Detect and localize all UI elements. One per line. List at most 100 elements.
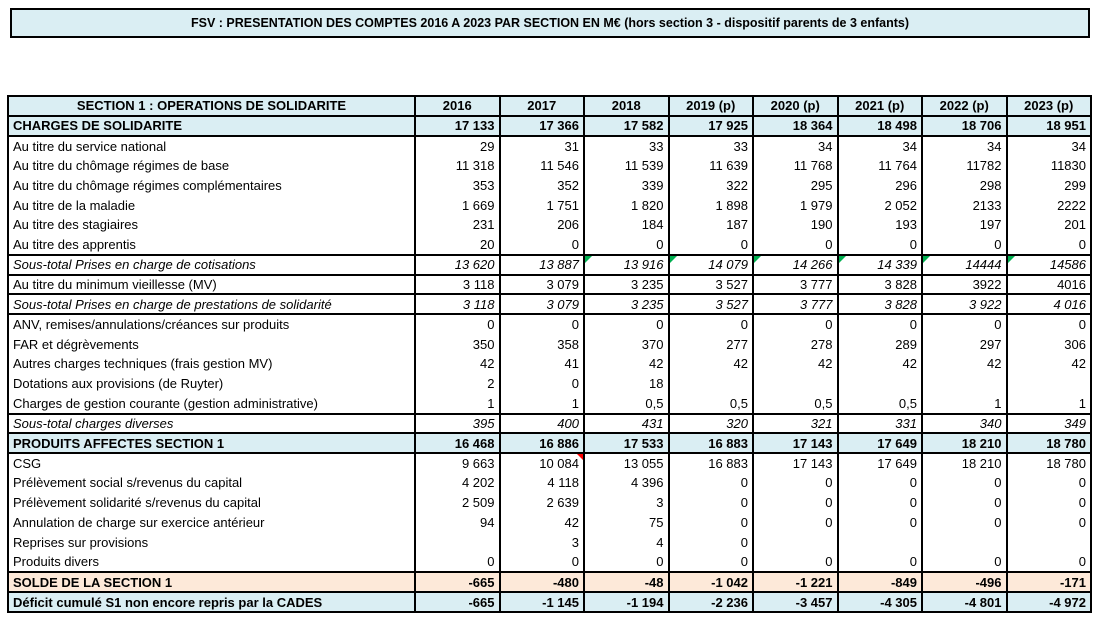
value-cell[interactable]: [836, 373, 923, 394]
row-label-cell[interactable]: Annulation de charge sur exercice antéri…: [7, 512, 416, 533]
value-cell[interactable]: 10 084: [498, 453, 585, 474]
table-header-label[interactable]: SECTION 1 : OPERATIONS DE SOLIDARITE: [7, 95, 416, 117]
value-cell[interactable]: 42: [1005, 353, 1092, 374]
value-cell[interactable]: 34: [1005, 135, 1092, 156]
value-cell[interactable]: 18 210: [921, 453, 1008, 474]
year-header[interactable]: 2021 (p): [836, 95, 923, 117]
value-cell[interactable]: 0: [1005, 314, 1092, 335]
value-cell[interactable]: 1 751: [498, 195, 585, 216]
value-cell[interactable]: 349: [1005, 412, 1092, 435]
row-label-cell[interactable]: Produits divers: [7, 552, 416, 573]
row-label-cell[interactable]: ANV, remises/annulations/créances sur pr…: [7, 314, 416, 335]
value-cell[interactable]: 16 886: [498, 432, 585, 455]
value-cell[interactable]: 4: [583, 532, 670, 553]
value-cell[interactable]: 18 498: [836, 114, 923, 137]
value-cell[interactable]: 299: [1005, 175, 1092, 196]
value-cell[interactable]: 1: [498, 393, 585, 414]
value-cell[interactable]: 0: [836, 234, 923, 255]
value-cell[interactable]: 4016: [1005, 274, 1092, 295]
value-cell[interactable]: 2: [414, 373, 501, 394]
value-cell[interactable]: -665: [414, 591, 501, 613]
value-cell[interactable]: 277: [667, 334, 754, 354]
value-cell[interactable]: 16 883: [667, 432, 754, 455]
value-cell[interactable]: -1 221: [752, 571, 839, 594]
value-cell[interactable]: 0: [921, 552, 1008, 573]
row-label-cell[interactable]: Au titre du chômage régimes complémentai…: [7, 175, 416, 196]
value-cell[interactable]: 0: [836, 473, 923, 493]
value-cell[interactable]: 11830: [1005, 155, 1092, 176]
value-cell[interactable]: 11782: [921, 155, 1008, 176]
year-header[interactable]: 2016: [414, 95, 501, 117]
value-cell[interactable]: [1005, 373, 1092, 394]
value-cell[interactable]: 4 118: [498, 473, 585, 493]
row-label-cell[interactable]: Autres charges techniques (frais gestion…: [7, 353, 416, 374]
value-cell[interactable]: [414, 532, 501, 553]
value-cell[interactable]: 18 364: [752, 114, 839, 137]
value-cell[interactable]: 2133: [921, 195, 1008, 216]
value-cell[interactable]: 0: [1005, 473, 1092, 493]
value-cell[interactable]: 3 828: [836, 293, 923, 316]
value-cell[interactable]: 431: [583, 412, 670, 435]
row-label-cell[interactable]: Sous-total Prises en charge de prestatio…: [7, 293, 416, 316]
title-bar[interactable]: FSV : PRESENTATION DES COMPTES 2016 A 20…: [10, 8, 1090, 38]
row-label-cell[interactable]: Reprises sur provisions: [7, 532, 416, 553]
value-cell[interactable]: 18: [583, 373, 670, 394]
value-cell[interactable]: 29: [414, 135, 501, 156]
value-cell[interactable]: 42: [583, 353, 670, 374]
value-cell[interactable]: 0: [836, 552, 923, 573]
value-cell[interactable]: 0: [752, 314, 839, 335]
value-cell[interactable]: 3 527: [667, 274, 754, 295]
row-label-cell[interactable]: Dotations aux provisions (de Ruyter): [7, 373, 416, 394]
value-cell[interactable]: 3 235: [583, 274, 670, 295]
value-cell[interactable]: 0,5: [583, 393, 670, 414]
value-cell[interactable]: [752, 373, 839, 394]
value-cell[interactable]: 0: [752, 512, 839, 533]
value-cell[interactable]: 340: [921, 412, 1008, 435]
value-cell[interactable]: 34: [921, 135, 1008, 156]
value-cell[interactable]: -1 145: [498, 591, 585, 613]
value-cell[interactable]: 350: [414, 334, 501, 354]
value-cell[interactable]: [836, 532, 923, 553]
value-cell[interactable]: 0: [667, 532, 754, 553]
value-cell[interactable]: 13 055: [583, 453, 670, 474]
value-cell[interactable]: 0,5: [752, 393, 839, 414]
value-cell[interactable]: 3 828: [836, 274, 923, 295]
value-cell[interactable]: 3 079: [498, 274, 585, 295]
value-cell[interactable]: 13 887: [498, 253, 585, 276]
value-cell[interactable]: 298: [921, 175, 1008, 196]
value-cell[interactable]: -1 042: [667, 571, 754, 594]
value-cell[interactable]: 0: [921, 314, 1008, 335]
value-cell[interactable]: 0: [667, 473, 754, 493]
value-cell[interactable]: 0: [583, 552, 670, 573]
value-cell[interactable]: 3 235: [583, 293, 670, 316]
value-cell[interactable]: 0: [921, 512, 1008, 533]
value-cell[interactable]: 4 016: [1005, 293, 1092, 316]
value-cell[interactable]: 3 777: [752, 274, 839, 295]
value-cell[interactable]: 339: [583, 175, 670, 196]
row-label-cell[interactable]: Au titre des stagiaires: [7, 215, 416, 235]
value-cell[interactable]: 17 649: [836, 453, 923, 474]
value-cell[interactable]: 0: [498, 552, 585, 573]
year-header[interactable]: 2017: [498, 95, 585, 117]
row-label-cell[interactable]: CHARGES DE SOLIDARITE: [7, 114, 416, 137]
value-cell[interactable]: 0,5: [667, 393, 754, 414]
value-cell[interactable]: 14 266: [752, 253, 839, 276]
value-cell[interactable]: -4 305: [836, 591, 923, 613]
value-cell[interactable]: 4 396: [583, 473, 670, 493]
value-cell[interactable]: 353: [414, 175, 501, 196]
value-cell[interactable]: -665: [414, 571, 501, 594]
year-header[interactable]: 2018: [583, 95, 670, 117]
value-cell[interactable]: 289: [836, 334, 923, 354]
year-header[interactable]: 2020 (p): [752, 95, 839, 117]
value-cell[interactable]: -4 972: [1005, 591, 1092, 613]
value-cell[interactable]: 201: [1005, 215, 1092, 235]
value-cell[interactable]: 231: [414, 215, 501, 235]
row-label-cell[interactable]: Déficit cumulé S1 non encore repris par …: [7, 591, 416, 613]
value-cell[interactable]: 42: [414, 353, 501, 374]
value-cell[interactable]: 2 509: [414, 492, 501, 513]
value-cell[interactable]: [921, 532, 1008, 553]
row-label-cell[interactable]: Au titre du service national: [7, 135, 416, 156]
value-cell[interactable]: -3 457: [752, 591, 839, 613]
value-cell[interactable]: 2 639: [498, 492, 585, 513]
value-cell[interactable]: 400: [498, 412, 585, 435]
